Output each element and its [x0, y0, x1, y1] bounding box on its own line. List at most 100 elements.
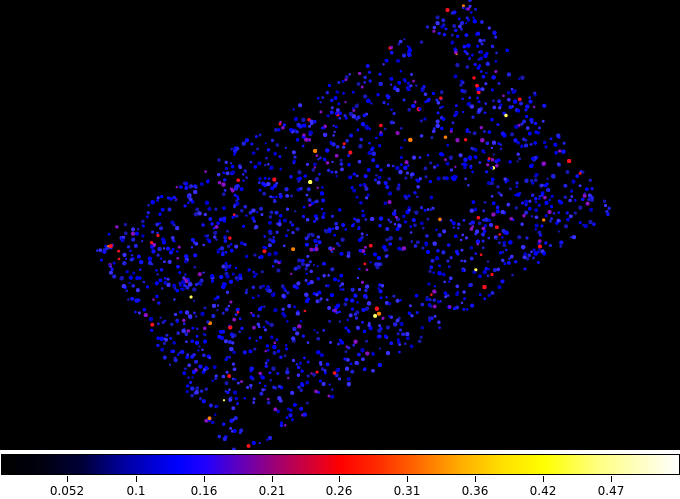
photon-speck: [436, 111, 440, 115]
photon-speck: [285, 194, 290, 198]
photon-speck: [419, 40, 424, 44]
photon-speck: [408, 304, 412, 308]
photon-speck: [517, 77, 521, 80]
photon-speck: [264, 361, 268, 365]
photon-speck: [258, 188, 262, 192]
photon-speck: [544, 241, 548, 245]
photon-speck: [557, 230, 560, 233]
photon-speck: [260, 270, 264, 274]
photon-speck: [438, 217, 442, 222]
photon-speck: [187, 376, 190, 379]
photon-speck: [308, 232, 311, 236]
photon-speck: [448, 265, 451, 268]
photon-speck: [442, 229, 447, 234]
photon-speck: [361, 213, 366, 218]
photon-speck: [431, 129, 436, 134]
photon-speck: [150, 230, 155, 234]
photon-speck: [117, 249, 120, 253]
photon-speck: [332, 124, 335, 127]
photon-speck: [228, 356, 231, 359]
photon-speck: [428, 179, 433, 184]
photon-speck: [540, 191, 545, 196]
photon-speck: [150, 322, 155, 327]
photon-speck: [528, 96, 532, 99]
photon-speck: [140, 239, 144, 243]
photon-speck: [195, 334, 199, 338]
photon-speck: [175, 185, 179, 189]
photon-speck: [165, 246, 170, 251]
photon-speck: [436, 163, 440, 167]
photon-speck: [313, 329, 316, 332]
photon-speck: [292, 108, 295, 111]
photon-speck: [407, 164, 410, 167]
photon-speck: [393, 209, 397, 212]
photon-speck: [468, 56, 471, 60]
photon-speck: [463, 165, 467, 170]
photon-speck: [499, 193, 503, 197]
photon-speck: [306, 360, 310, 364]
photon-speck: [337, 208, 342, 212]
photon-speck: [514, 194, 517, 197]
photon-speck: [256, 314, 261, 318]
photon-speck: [337, 279, 340, 283]
photon-speck: [232, 447, 236, 450]
photon-speck: [441, 18, 446, 23]
photon-speck: [235, 199, 239, 203]
photon-speck: [222, 206, 226, 210]
photon-speck: [542, 103, 547, 108]
photon-speck: [501, 228, 506, 233]
photon-speck: [415, 311, 419, 315]
photon-speck: [409, 231, 413, 234]
photon-speck: [464, 236, 469, 240]
photon-speck: [224, 160, 228, 164]
photon-speck: [351, 90, 355, 94]
photon-speck: [328, 383, 331, 386]
photon-speck: [532, 248, 536, 252]
photon-speck: [443, 135, 448, 139]
image-display[interactable]: [0, 0, 680, 450]
photon-speck: [149, 240, 154, 245]
photon-speck: [316, 186, 319, 190]
photon-speck: [242, 179, 245, 182]
photon-speck: [217, 180, 222, 185]
photon-speck: [296, 281, 301, 286]
photon-speck: [348, 313, 353, 318]
photon-speck: [363, 253, 366, 256]
photon-speck: [502, 240, 507, 245]
photon-speck: [444, 158, 447, 162]
photon-speck: [229, 300, 233, 304]
photon-speck: [131, 237, 136, 242]
photon-speck: [131, 227, 136, 232]
photon-speck: [130, 296, 135, 301]
photon-speck: [305, 193, 309, 197]
photon-speck: [397, 316, 401, 320]
photon-speck: [171, 349, 176, 354]
photon-speck: [458, 153, 463, 158]
photon-speck: [339, 158, 343, 162]
photon-speck: [277, 128, 281, 132]
photon-speck: [398, 39, 403, 44]
photon-speck: [425, 234, 429, 238]
photon-speck: [410, 73, 413, 76]
photon-speck: [386, 103, 390, 106]
photon-speck: [234, 396, 239, 401]
photon-speck: [368, 79, 372, 83]
photon-speck: [406, 81, 411, 86]
photon-speck: [281, 307, 285, 311]
photon-speck: [421, 226, 425, 230]
photon-speck: [279, 120, 282, 124]
photon-speck: [360, 85, 364, 89]
photon-speck: [178, 185, 182, 189]
photon-speck: [330, 214, 335, 218]
photon-speck: [363, 75, 367, 80]
photon-speck: [319, 297, 323, 301]
photon-speck: [316, 235, 321, 239]
photon-speck: [199, 389, 204, 393]
photon-speck: [588, 178, 593, 183]
photon-speck: [312, 263, 316, 267]
photon-speck: [418, 177, 422, 181]
photon-speck: [439, 300, 442, 303]
photon-speck: [201, 370, 206, 374]
photon-speck: [112, 274, 117, 279]
photon-speck: [266, 358, 270, 363]
